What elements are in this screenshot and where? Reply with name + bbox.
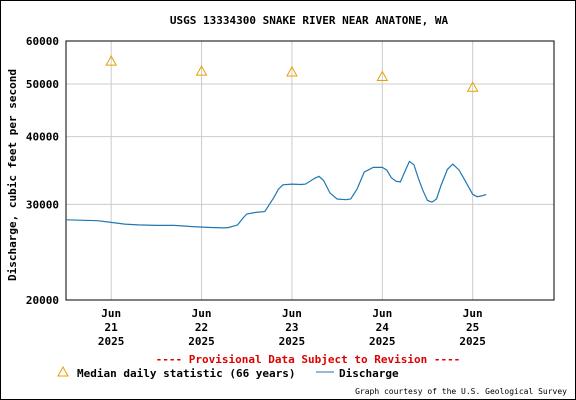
median-marker bbox=[286, 66, 298, 77]
y-tick-label: 50000 bbox=[26, 78, 59, 91]
x-tick-label: Jun bbox=[372, 307, 392, 320]
plot-area: 2000030000400005000060000Jun212025Jun222… bbox=[26, 35, 555, 348]
x-tick-label: Jun bbox=[463, 307, 483, 320]
y-tick-label: 30000 bbox=[26, 198, 59, 211]
median-marker bbox=[195, 65, 208, 76]
chart-title: USGS 13334300 SNAKE RIVER NEAR ANATONE, … bbox=[170, 14, 449, 27]
x-tick-label: 2025 bbox=[188, 335, 215, 348]
y-tick-label: 60000 bbox=[26, 35, 59, 48]
plot-background bbox=[66, 41, 554, 300]
x-tick-label: 2025 bbox=[279, 335, 306, 348]
median-marker bbox=[376, 70, 389, 82]
y-axis-label: Discharge, cubic feet per second bbox=[6, 69, 19, 281]
x-tick-label: Jun bbox=[282, 307, 302, 320]
y-tick-label: 20000 bbox=[26, 294, 59, 307]
legend: Median daily statistic (66 years) Discha… bbox=[57, 365, 399, 380]
x-tick-label: 2025 bbox=[459, 335, 486, 348]
plot-border bbox=[65, 40, 555, 301]
x-tick-label: 23 bbox=[285, 321, 298, 334]
provisional-notice: ---- Provisional Data Subject to Revisio… bbox=[156, 353, 461, 366]
x-tick-label: 22 bbox=[195, 321, 208, 334]
x-tick-label: Jun bbox=[192, 307, 212, 320]
median-marker bbox=[466, 81, 479, 92]
discharge-series-line bbox=[65, 160, 487, 229]
median-marker bbox=[105, 55, 118, 66]
x-tick-label: Jun bbox=[101, 307, 121, 320]
legend-discharge-label: Discharge bbox=[339, 367, 399, 380]
legend-median-marker bbox=[57, 365, 69, 377]
legend-median-label: Median daily statistic (66 years) bbox=[77, 367, 296, 380]
x-tick-label: 2025 bbox=[369, 335, 396, 348]
x-tick-label: 21 bbox=[105, 321, 119, 334]
x-tick-label: 2025 bbox=[98, 335, 125, 348]
x-tick-label: 25 bbox=[466, 321, 479, 334]
y-tick-label: 40000 bbox=[26, 131, 59, 144]
x-tick-label: 24 bbox=[376, 321, 390, 334]
credit-text: Graph courtesy of the U.S. Geological Su… bbox=[355, 387, 567, 396]
